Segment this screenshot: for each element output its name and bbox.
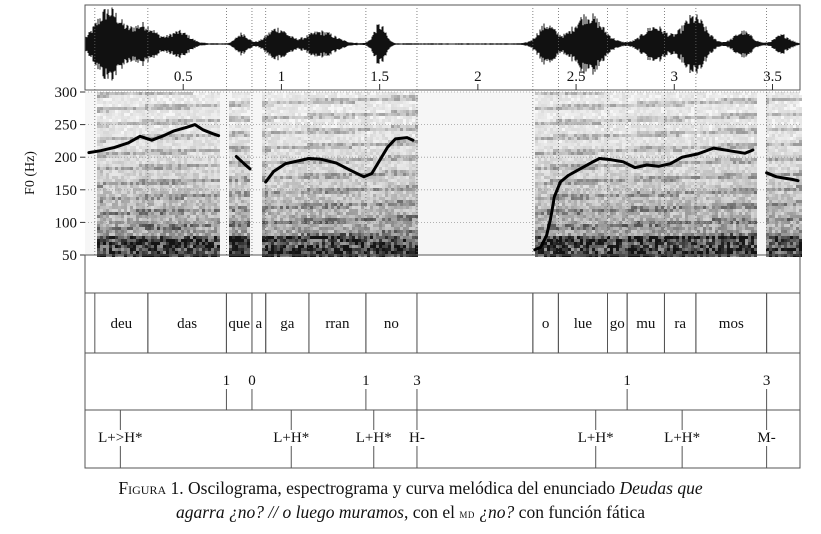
- break-index-label: 1: [223, 373, 231, 389]
- word-label: das: [177, 316, 197, 332]
- y-tick-label: 200: [55, 150, 78, 166]
- break-index-label: 1: [623, 373, 631, 389]
- word-label: go: [610, 316, 625, 332]
- word-label: o: [542, 316, 550, 332]
- x-tick-label: 1.5: [370, 69, 389, 85]
- caption-text-1: Oscilograma, espectrograma y curva melód…: [188, 478, 620, 498]
- caption-number: 1.: [166, 478, 188, 498]
- caption-example-2: agarra ¿no? // o luego muramos: [176, 502, 404, 522]
- y-tick-label: 100: [55, 215, 78, 231]
- spectrogram-panel: 50 100 150 200 250 300 F0 (Hz): [23, 8, 802, 264]
- caption-example-1: Deudas que: [619, 478, 703, 498]
- x-tick-label: 3: [671, 69, 679, 85]
- y-tick-label: 300: [55, 85, 78, 101]
- break-index-label: 3: [413, 373, 421, 389]
- x-tick-label: 3.5: [763, 69, 782, 85]
- tier-marks: deu das que a ga rran no o lue go mu ra mos 1 0 1 3 1 3 L+>…: [94, 293, 776, 468]
- word-label: mu: [636, 316, 656, 332]
- figure-caption: Figura 1. Oscilograma, espectrograma y c…: [0, 476, 821, 526]
- caption-text-3: con función fática: [514, 502, 645, 522]
- time-axis: 0.5 1 1.5 2 2.5 3 3.5: [174, 69, 782, 90]
- gridlines: [85, 8, 800, 256]
- word-label: rran: [325, 316, 350, 332]
- caption-figura: Figura: [118, 478, 167, 498]
- y-tick-label: 250: [55, 118, 78, 134]
- caption-md: md: [459, 507, 475, 521]
- tone-label: M-: [757, 430, 775, 446]
- tone-label: L+>H*: [98, 430, 142, 446]
- tone-label: L+H*: [356, 430, 392, 446]
- tone-label: L+H*: [273, 430, 309, 446]
- oscillogram-waveform: [85, 7, 800, 81]
- break-index-label: 1: [362, 373, 370, 389]
- y-axis: 50 100 150 200 250 300: [55, 85, 85, 264]
- x-tick-label: 2.5: [567, 69, 586, 85]
- f0-curve: [87, 123, 800, 252]
- tone-label: L+H*: [664, 430, 700, 446]
- y-tick-label: 50: [62, 248, 77, 264]
- break-index-label: 3: [763, 373, 771, 389]
- tone-label: L+H*: [578, 430, 614, 446]
- annotation-tiers: deu das que a ga rran no o lue go mu ra mos 1 0 1 3 1 3 L+>…: [84, 254, 801, 469]
- oscillogram-panel: 0.5 1 1.5 2 2.5 3 3.5: [84, 4, 801, 91]
- x-tick-label: 0.5: [174, 69, 193, 85]
- word-label: a: [255, 316, 262, 332]
- word-label: deu: [110, 316, 132, 332]
- caption-text-2: , con el: [404, 502, 460, 522]
- word-label: ga: [280, 316, 295, 332]
- y-axis-label: F0 (Hz): [23, 151, 38, 195]
- word-label: no: [384, 316, 399, 332]
- word-label: mos: [719, 316, 744, 332]
- y-tick-label: 150: [55, 183, 78, 199]
- x-tick-label: 2: [474, 69, 482, 85]
- f0-segment: [765, 171, 800, 183]
- tone-label: H-: [409, 430, 425, 446]
- f0-segment: [264, 136, 415, 184]
- f0-segment: [87, 123, 221, 155]
- word-label: lue: [574, 316, 593, 332]
- word-label: ra: [674, 316, 686, 332]
- tiers-frame: [84, 254, 801, 469]
- f0-segment: [234, 155, 252, 171]
- break-index-label: 0: [248, 373, 256, 389]
- x-tick-label: 1: [278, 69, 286, 85]
- caption-marker: ¿no?: [474, 502, 515, 522]
- word-label: que: [228, 316, 250, 332]
- f0-segment: [533, 146, 755, 252]
- waveform-path: [85, 7, 800, 81]
